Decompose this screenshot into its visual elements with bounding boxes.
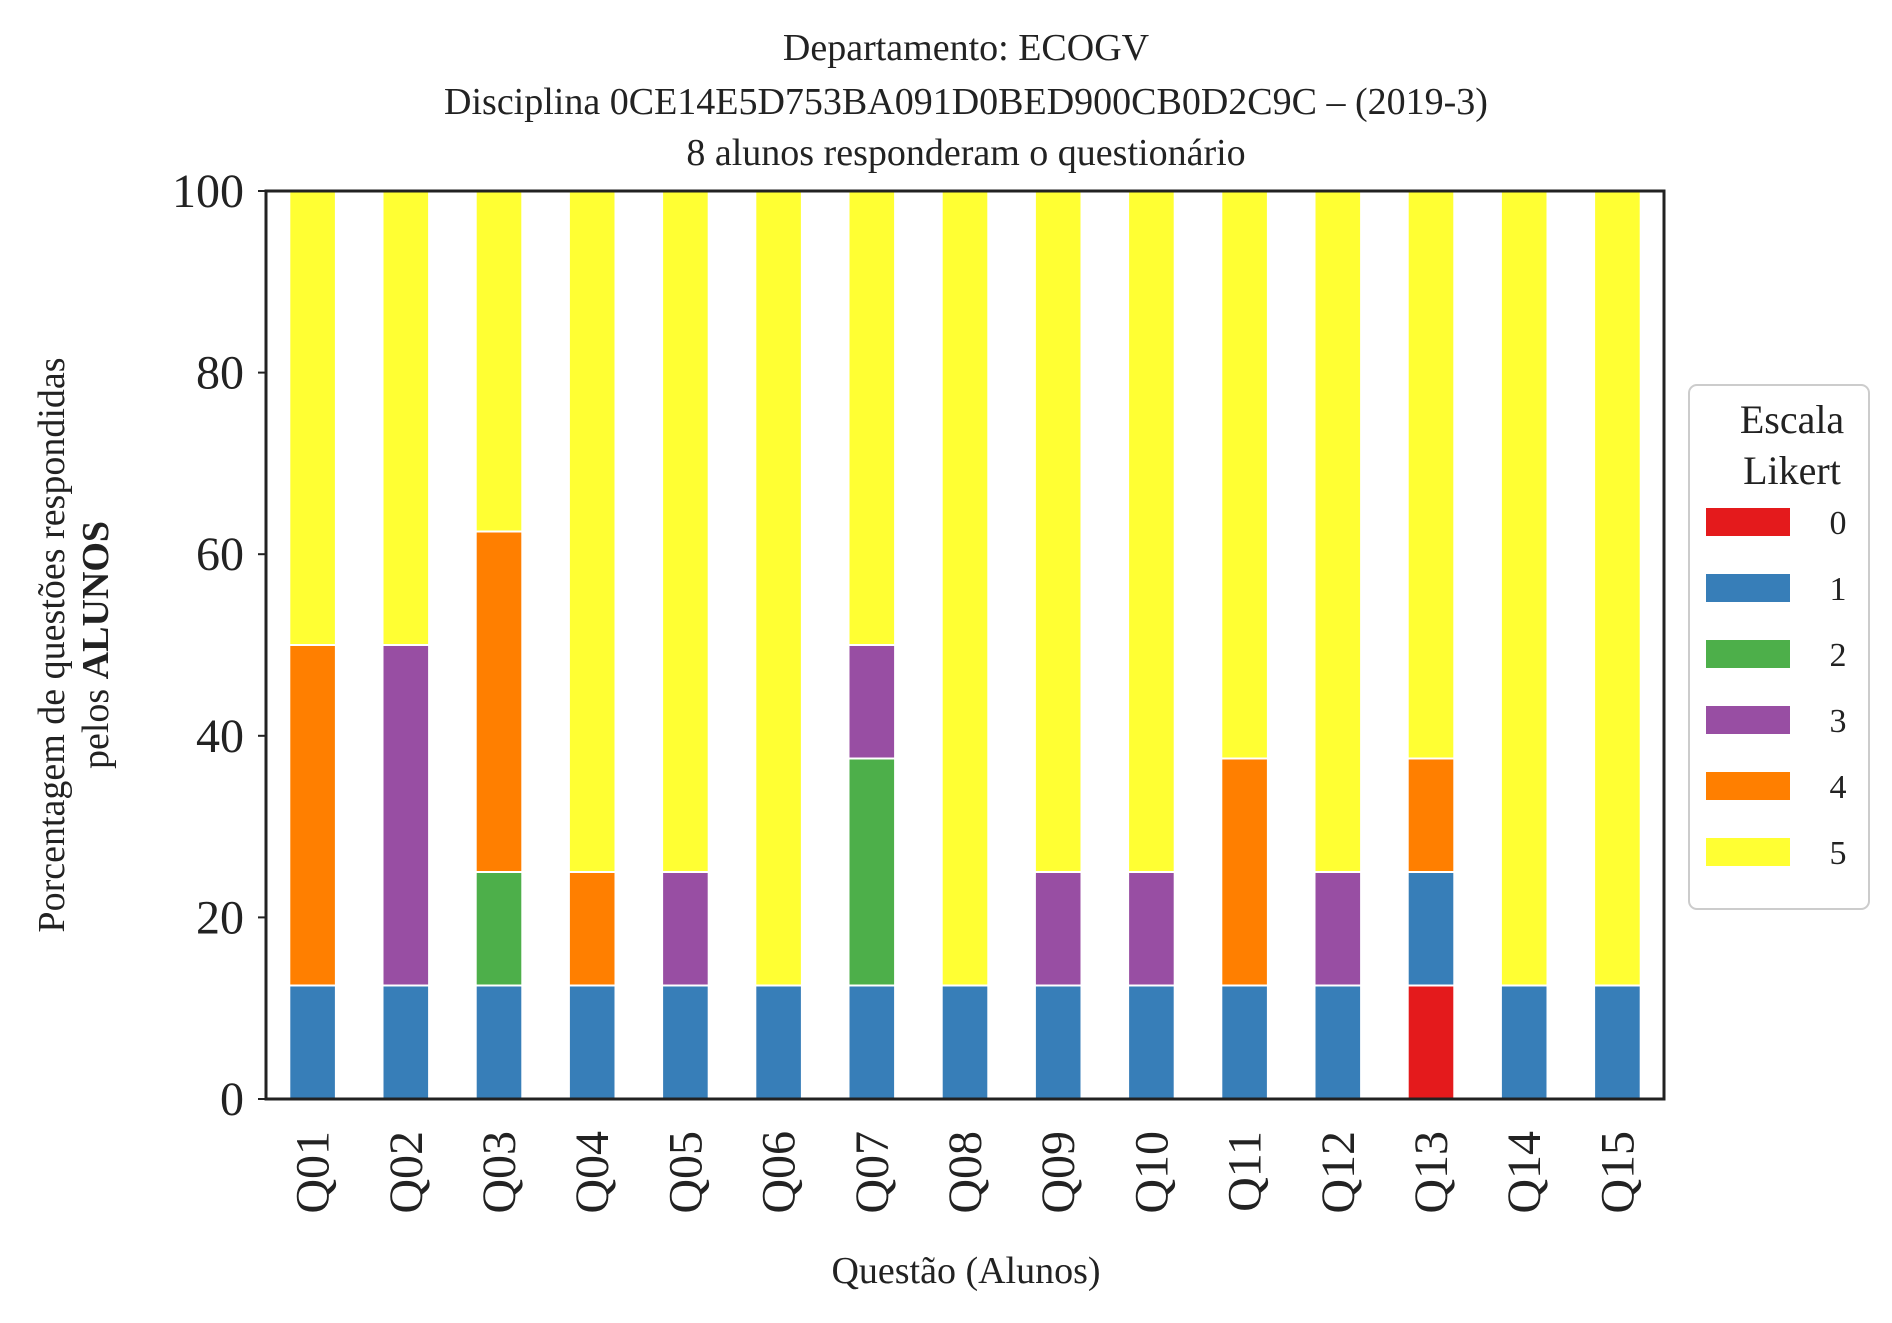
bar-segment-q14-likert-5 xyxy=(1499,190,1549,987)
bar-segment-q03-likert-4 xyxy=(474,530,524,873)
bar-segment-q08-likert-5 xyxy=(940,190,990,987)
bar-segment-q06-likert-1 xyxy=(754,984,803,1100)
y-axis-label-line2: pelos ALUNOS xyxy=(75,521,117,769)
bar-segment-q14-likert-1 xyxy=(1499,984,1549,1100)
x-tick-label: Q10 xyxy=(1125,1131,1178,1214)
legend-label-2: 2 xyxy=(1830,637,1847,674)
bar-segment-q06-likert-5 xyxy=(754,190,803,987)
bar-segment-q05-likert-3 xyxy=(661,871,710,987)
legend-label-3: 3 xyxy=(1830,703,1847,740)
bar-segment-q07-likert-5 xyxy=(847,190,897,646)
legend: Escala Likert 0 1 2 3 4 5 xyxy=(1688,384,1870,910)
x-tick-label: Q13 xyxy=(1405,1131,1458,1214)
bar-segment-q13-likert-5 xyxy=(1406,190,1456,760)
bar-segment-q13-likert-1 xyxy=(1406,871,1456,987)
x-tick-label: Q05 xyxy=(659,1131,712,1214)
x-tick-label: Q11 xyxy=(1219,1131,1272,1212)
legend-label-1: 1 xyxy=(1830,571,1847,608)
bars xyxy=(288,190,1642,1100)
bar-segment-q11-likert-4 xyxy=(1220,757,1269,987)
x-tick-label: Q03 xyxy=(473,1131,526,1214)
legend-label-0: 0 xyxy=(1830,505,1847,542)
y-tick-label: 60 xyxy=(196,528,244,581)
legend-label-4: 4 xyxy=(1830,769,1847,806)
legend-swatch-5 xyxy=(1706,838,1790,866)
x-tick-label: Q06 xyxy=(753,1131,806,1214)
bar-segment-q10-likert-5 xyxy=(1127,190,1176,873)
plot-frame xyxy=(264,189,1666,1101)
y-axis-ticks: 0 20 40 60 80 100 xyxy=(172,165,266,1126)
bar-segment-q15-likert-5 xyxy=(1593,190,1642,987)
bar-segment-q07-likert-3 xyxy=(847,644,897,760)
bar-segment-q07-likert-1 xyxy=(847,984,897,1100)
bar-segment-q04-likert-5 xyxy=(567,190,617,873)
bar-segment-q11-likert-5 xyxy=(1220,190,1269,760)
bar-segment-q07-likert-2 xyxy=(847,757,897,987)
legend-swatch-0 xyxy=(1706,508,1790,536)
y-tick-label: 100 xyxy=(172,165,244,218)
bar-segment-q09-likert-3 xyxy=(1033,871,1083,987)
x-tick-label: Q12 xyxy=(1312,1131,1365,1214)
y-tick-label: 0 xyxy=(220,1073,244,1126)
bar-segment-q02-likert-3 xyxy=(381,644,431,987)
legend-swatch-3 xyxy=(1706,706,1790,734)
bar-segment-q13-likert-4 xyxy=(1406,757,1456,873)
bar-segment-q05-likert-1 xyxy=(661,984,710,1100)
bar-segment-q02-likert-1 xyxy=(381,984,431,1100)
legend-title-line2: Likert xyxy=(1743,448,1841,493)
y-tick-label: 80 xyxy=(196,347,244,400)
bar-segment-q02-likert-5 xyxy=(381,190,431,646)
title-line-department: Departamento: ECOGV xyxy=(783,27,1150,69)
bar-segment-q11-likert-1 xyxy=(1220,984,1269,1100)
bar-segment-q03-likert-5 xyxy=(474,190,524,533)
bar-segment-q04-likert-4 xyxy=(567,871,617,987)
y-axis-label-prefix: pelos xyxy=(75,679,117,769)
bar-segment-q08-likert-1 xyxy=(940,984,990,1100)
bar-segment-q01-likert-1 xyxy=(288,984,337,1100)
x-tick-label: Q01 xyxy=(287,1131,340,1214)
bar-segment-q01-likert-4 xyxy=(288,644,337,987)
bar-segment-q12-likert-3 xyxy=(1313,871,1363,987)
x-tick-label: Q09 xyxy=(1032,1131,1085,1214)
bar-segment-q03-likert-2 xyxy=(474,871,524,987)
title-line-respondents: 8 alunos responderam o questionário xyxy=(686,132,1245,174)
bar-segment-q03-likert-1 xyxy=(474,984,524,1100)
bar-segment-q15-likert-1 xyxy=(1593,984,1642,1100)
x-axis-label: Questão (Alunos) xyxy=(831,1250,1100,1292)
x-tick-label: Q04 xyxy=(566,1131,619,1214)
bar-segment-q09-likert-1 xyxy=(1033,984,1083,1100)
x-tick-label: Q02 xyxy=(380,1131,433,1214)
chart-title: Departamento: ECOGV Disciplina 0CE14E5D7… xyxy=(444,27,1488,174)
bar-segment-q05-likert-5 xyxy=(661,190,710,873)
legend-title-line1: Escala xyxy=(1740,397,1845,442)
y-tick-label: 40 xyxy=(196,710,244,763)
y-axis-label: Porcentagem de questões respondidas pelo… xyxy=(31,357,117,932)
legend-swatch-2 xyxy=(1706,640,1790,668)
legend-swatch-1 xyxy=(1706,574,1790,602)
legend-items: 0 1 2 3 4 5 xyxy=(1706,505,1847,872)
x-tick-label: Q07 xyxy=(846,1131,899,1214)
bar-segment-q10-likert-3 xyxy=(1127,871,1176,987)
title-line-discipline: Disciplina 0CE14E5D753BA091D0BED900CB0D2… xyxy=(444,81,1488,123)
bar-segment-q12-likert-1 xyxy=(1313,984,1363,1100)
bar-segment-q10-likert-1 xyxy=(1127,984,1176,1100)
y-axis-label-bold: ALUNOS xyxy=(75,521,117,679)
bar-segment-q01-likert-5 xyxy=(288,190,337,646)
bar-segment-q12-likert-5 xyxy=(1313,190,1363,873)
x-tick-label: Q14 xyxy=(1498,1131,1551,1214)
legend-label-5: 5 xyxy=(1830,835,1847,872)
y-axis-label-line1: Porcentagem de questões respondidas xyxy=(31,357,73,932)
legend-swatch-4 xyxy=(1706,772,1790,800)
y-tick-label: 20 xyxy=(196,891,244,944)
x-axis-ticks: Q01 Q02 Q03 Q04 Q05 Q06 Q07 Q08 Q09 Q10 Q11 Q12 Q13 Q… xyxy=(287,1131,1645,1214)
bar-segment-q09-likert-5 xyxy=(1033,190,1083,873)
bar-segment-q04-likert-1 xyxy=(567,984,617,1100)
x-tick-label: Q15 xyxy=(1591,1131,1644,1214)
x-tick-label: Q08 xyxy=(939,1131,992,1214)
bar-segment-q13-likert-0 xyxy=(1406,984,1456,1100)
